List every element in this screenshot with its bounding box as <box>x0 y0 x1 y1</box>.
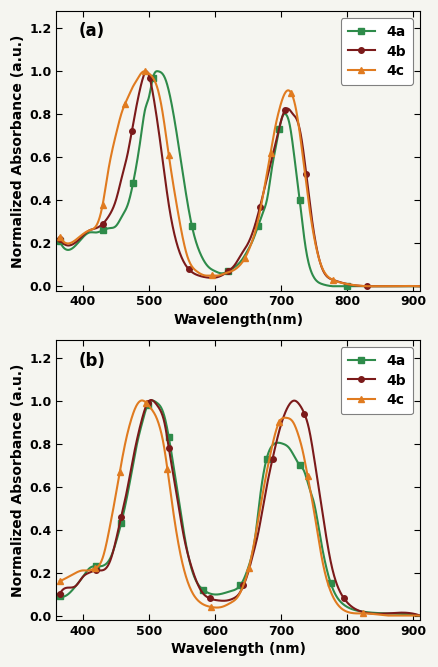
Y-axis label: Normalized Absorbance (a.u.): Normalized Absorbance (a.u.) <box>11 364 25 597</box>
Legend: 4a, 4b, 4c: 4a, 4b, 4c <box>341 18 413 85</box>
X-axis label: Wavelength (nm): Wavelength (nm) <box>171 642 306 656</box>
Text: (b): (b) <box>78 352 105 370</box>
Y-axis label: Normalized Absorbance (a.u.): Normalized Absorbance (a.u.) <box>11 34 25 267</box>
Legend: 4a, 4b, 4c: 4a, 4b, 4c <box>341 348 413 414</box>
Text: (a): (a) <box>78 22 104 40</box>
X-axis label: Wavelength(nm): Wavelength(nm) <box>173 313 303 327</box>
